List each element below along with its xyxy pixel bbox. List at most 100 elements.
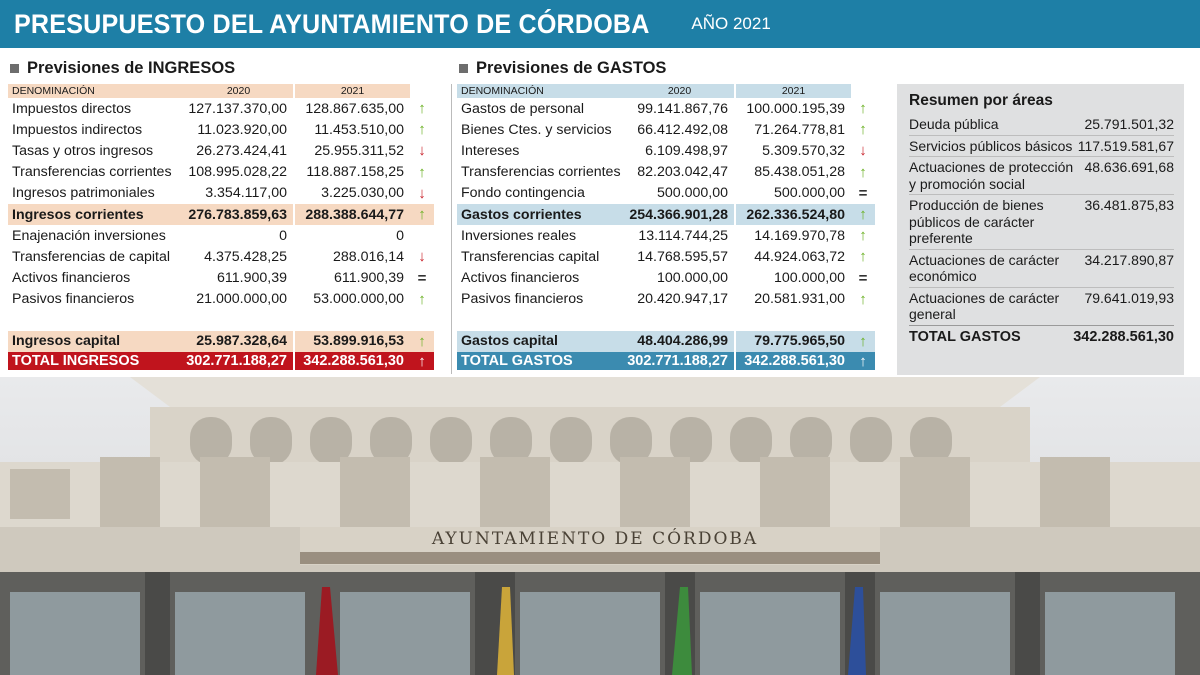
value-2021: 100.000.195,39 [734, 98, 851, 120]
subtotal-row: Gastos capital 48.404.286,99 79.775.965,50… [457, 330, 875, 353]
resumen-value: 79.641.019,93 [1084, 289, 1174, 306]
value-2020: 13.114.744,25 [638, 227, 728, 244]
row-label: Fondo contingencia [461, 185, 585, 202]
resumen-row: Actuaciones de carácter económico 34.217.… [909, 248, 1174, 287]
arrow-up-icon: ↑ [859, 163, 867, 181]
arrow-down-icon: ↓ [859, 142, 867, 160]
value-2021: 5.309.570,32 [734, 140, 851, 162]
table-row: Bienes Ctes. y servicios 66.412.492,08 71.… [457, 119, 875, 141]
resumen-row: Deuda pública 25.791.501,32 [909, 114, 1174, 135]
resumen-value: 34.217.890,87 [1084, 251, 1174, 268]
value-2020: 82.203.042,47 [637, 164, 728, 181]
column-header-2021: 2021 [734, 84, 851, 98]
arrow-down-icon: ↓ [418, 248, 426, 266]
value-2021: 500.000,00 [734, 182, 851, 204]
row-label: Gastos capital [457, 330, 625, 353]
row-label: Ingresos corrientes [8, 203, 184, 226]
arrow-up-icon: ↑ [859, 227, 867, 245]
value-2021: 0 [293, 225, 410, 247]
ingresos-table: DENOMINACIÓN 2020 2021 Impuestos directo… [8, 84, 434, 371]
row-label: Transferencias de capital [12, 248, 170, 265]
resumen-row: Actuaciones de carácter general 79.641.01… [909, 286, 1174, 325]
row-label: Transferencias corrientes [461, 164, 621, 181]
value-2020: 14.768.595,57 [637, 248, 728, 265]
resumen-list: Deuda pública 25.791.501,32 Servicios públ… [909, 114, 1174, 325]
table-row: Impuestos directos 127.137.370,00 128.867.… [8, 98, 434, 120]
spacer-row [8, 309, 434, 331]
table-row: Transferencias corrientes 108.995.028,22 1… [8, 161, 434, 183]
arrow-down-icon: ↓ [418, 184, 426, 202]
resumen-total-label: TOTAL GASTOS [909, 328, 1021, 345]
value-2021: 20.581.931,00 [734, 288, 851, 310]
row-label: Transferencias capital [461, 248, 600, 265]
row-label: Intereses [461, 142, 520, 159]
value-2020: 302.771.188,27 [184, 352, 294, 371]
arrow-up-icon: ↑ [851, 203, 875, 226]
gastos-title: Previsiones de GASTOS [457, 56, 875, 80]
row-label: Transferencias corrientes [12, 164, 172, 181]
value-2020: 11.023.920,00 [197, 121, 287, 138]
resumen-label: Producción de bienes públicos de carácte… [909, 197, 1044, 246]
column-header-2020: 2020 [625, 84, 735, 98]
resumen-label: Actuaciones de protección y promoción so… [909, 159, 1074, 192]
value-2020: 48.404.286,99 [625, 330, 735, 353]
value-2021: 25.955.311,52 [293, 140, 410, 162]
resumen-row: Producción de bienes públicos de carácte… [909, 194, 1174, 249]
value-2020: 0 [279, 227, 287, 244]
value-2021: 128.867.635,00 [293, 98, 410, 120]
total-row: TOTAL GASTOS 302.771.188,27 342.288.561,30… [457, 352, 875, 371]
equal-icon: = [417, 269, 427, 287]
table-row: Impuestos indirectos 11.023.920,00 11.453.… [8, 119, 434, 141]
value-2021: 288.388.644,77 [293, 203, 410, 226]
resumen-row: Actuaciones de protección y promoción so… [909, 156, 1174, 194]
resumen-value: 48.636.691,68 [1084, 159, 1174, 175]
value-2020: 99.141.867,76 [637, 100, 728, 117]
resumen-total: TOTAL GASTOS 342.288.561,30 [909, 324, 1174, 345]
row-label: Impuestos indirectos [12, 121, 143, 138]
bullet-square-icon [459, 63, 468, 73]
value-2020: 3.354.117,00 [205, 185, 287, 202]
table-row: Fondo contingencia 500.000,00 500.000,00 = [457, 182, 875, 204]
table-row: Tasas y otros ingresos 26.273.424,41 25.95… [8, 140, 434, 162]
city-hall-building-image: AYUNTAMIENTO DE CÓRDOBA [0, 377, 1200, 675]
equal-icon: = [858, 269, 868, 287]
value-2020: 25.987.328,64 [184, 330, 294, 353]
value-2021: 85.438.051,28 [734, 161, 851, 183]
table-row: Gastos de personal 99.141.867,76 100.000.1… [457, 98, 875, 120]
value-2020: 254.366.901,28 [625, 203, 735, 226]
panel-divider [451, 84, 452, 374]
row-label: Ingresos patrimoniales [12, 185, 155, 202]
value-2020: 611.900,39 [217, 270, 287, 287]
value-2021: 44.924.063,72 [734, 246, 851, 268]
ingresos-title: Previsiones de INGRESOS [8, 56, 434, 80]
table-row: Activos financieros 611.900,39 611.900,39 = [8, 267, 434, 289]
resumen-panel: Resumen por áreas Deuda pública 25.791.50… [897, 84, 1184, 375]
column-header-denominacion: DENOMINACIÓN [457, 84, 625, 98]
resumen-title: Resumen por áreas [909, 92, 1053, 109]
row-label: TOTAL INGRESOS [8, 352, 184, 371]
building-photo: AYUNTAMIENTO DE CÓRDOBA [0, 377, 1200, 675]
no-trend-icon [410, 225, 434, 246]
row-label: TOTAL GASTOS [457, 352, 625, 371]
row-label: Pasivos financieros [461, 291, 584, 308]
table-row: Ingresos patrimoniales 3.354.117,00 3.225.… [8, 182, 434, 204]
resumen-label: Actuaciones de carácter general [909, 289, 1060, 323]
row-label: Enajenación inversiones [12, 227, 166, 244]
value-2020: 302.771.188,27 [625, 352, 735, 371]
value-2021: 118.887.158,25 [293, 161, 410, 183]
value-2021: 53.899.916,53 [293, 330, 410, 353]
value-2020: 6.109.498,97 [645, 142, 728, 159]
arrow-up-icon: ↑ [418, 290, 426, 308]
gastos-panel: Previsiones de GASTOS DENOMINACIÓN 2020 … [457, 56, 875, 371]
value-2021: 11.453.510,00 [293, 119, 410, 141]
row-label: Tasas y otros ingresos [12, 142, 154, 159]
table-row: Transferencias capital 14.768.595,57 44.92… [457, 246, 875, 268]
spacer-row [457, 309, 875, 331]
value-2021: 342.288.561,30 [293, 352, 410, 371]
row-label: Inversiones reales [461, 227, 577, 244]
arrow-up-icon: ↑ [418, 121, 426, 139]
column-header-trend [410, 84, 434, 98]
resumen-value: 36.481.875,83 [1084, 197, 1174, 213]
row-label: Bienes Ctes. y servicios [461, 121, 612, 138]
arrow-up-icon: ↑ [410, 203, 434, 226]
